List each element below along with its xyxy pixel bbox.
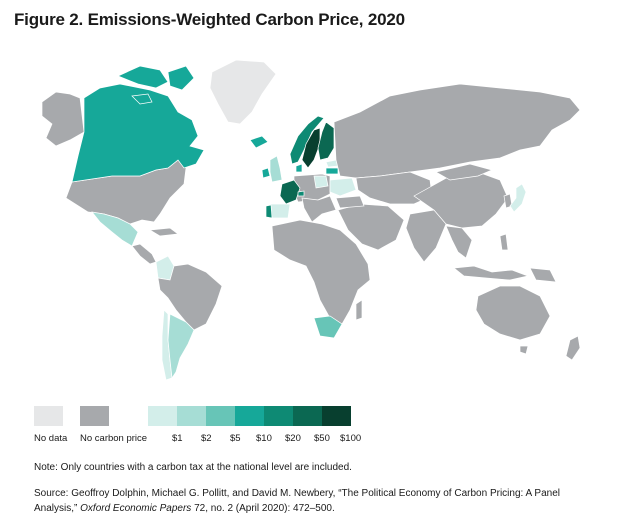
region-brazil (157, 263, 223, 331)
region-papua (529, 267, 557, 283)
region-madagascar (355, 299, 363, 321)
legend-swatch-no-carbon-price (80, 406, 109, 426)
region-turkey (335, 195, 365, 209)
region-ukraine (329, 177, 357, 197)
region-sweden (301, 127, 321, 169)
legend-bin-label: $10 (256, 433, 272, 444)
legend-swatch-20 (264, 406, 293, 426)
region-middle-east (337, 203, 405, 251)
legend-bin-label: $50 (314, 433, 330, 444)
region-denmark (295, 163, 303, 173)
source-journal: Oxford Economic Papers (80, 503, 192, 514)
region-france (279, 179, 301, 205)
region-indonesia (453, 265, 530, 281)
region-ireland (261, 167, 271, 179)
legend-label-no-carbon-price: No carbon price (80, 433, 148, 444)
region-cuba (148, 227, 179, 237)
region-norway (289, 115, 325, 165)
legend-swatch-100 (322, 406, 351, 426)
region-south-africa (313, 315, 343, 339)
legend-bin-label: $2 (201, 433, 212, 444)
region-greenland (209, 59, 277, 125)
region-latvia (325, 167, 339, 175)
legend-swatch-50 (293, 406, 322, 426)
legend-bin-label: $1 (172, 433, 183, 444)
region-africa (271, 219, 371, 325)
region-mongolia (435, 163, 494, 181)
region-southeast-asia (445, 225, 473, 259)
source-prefix: Source: Geoffroy Dolphin, Michael G. Pol… (34, 488, 560, 514)
legend-swatch-2 (177, 406, 206, 426)
region-russia (333, 83, 581, 179)
figure-title: Figure 2. Emissions-Weighted Carbon Pric… (14, 10, 405, 29)
legend: No data No carbon price $1 $2 $5 $10 $20… (34, 406, 594, 446)
legend-swatch-5 (206, 406, 235, 426)
region-canada-arctic (117, 65, 195, 105)
region-alaska (41, 91, 85, 147)
region-united-kingdom (269, 155, 283, 183)
footnote: Note: Only countries with a carbon tax a… (34, 462, 352, 473)
region-portugal (265, 204, 273, 219)
source-citation: Source: Geoffroy Dolphin, Michael G. Pol… (34, 486, 594, 516)
region-new-zealand (565, 335, 581, 361)
region-poland (313, 175, 329, 189)
region-spain (269, 203, 291, 219)
region-finland (317, 121, 335, 161)
region-italy-balkans (301, 195, 337, 223)
world-map (41, 59, 581, 381)
region-mexico (91, 211, 139, 247)
region-iceland (249, 135, 269, 149)
region-central-america (131, 243, 157, 265)
legend-bin-label: $100 (340, 433, 362, 444)
region-australia (475, 285, 551, 341)
legend-swatch-10 (235, 406, 264, 426)
region-india (405, 209, 447, 263)
region-japan (509, 183, 527, 213)
source-suffix: 72, no. 2 (April 2020): 472–500. (194, 503, 335, 514)
region-switzerland (297, 190, 305, 197)
legend-swatch-1 (148, 406, 177, 426)
legend-bin-label: $20 (285, 433, 301, 444)
legend-label-no-data: No data (34, 433, 68, 444)
legend-bin-label: $5 (230, 433, 241, 444)
legend-swatch-no-data (34, 406, 63, 426)
region-philippines (499, 233, 509, 251)
region-tasmania (519, 345, 529, 355)
region-argentina (167, 313, 195, 379)
region-canada (71, 83, 205, 183)
